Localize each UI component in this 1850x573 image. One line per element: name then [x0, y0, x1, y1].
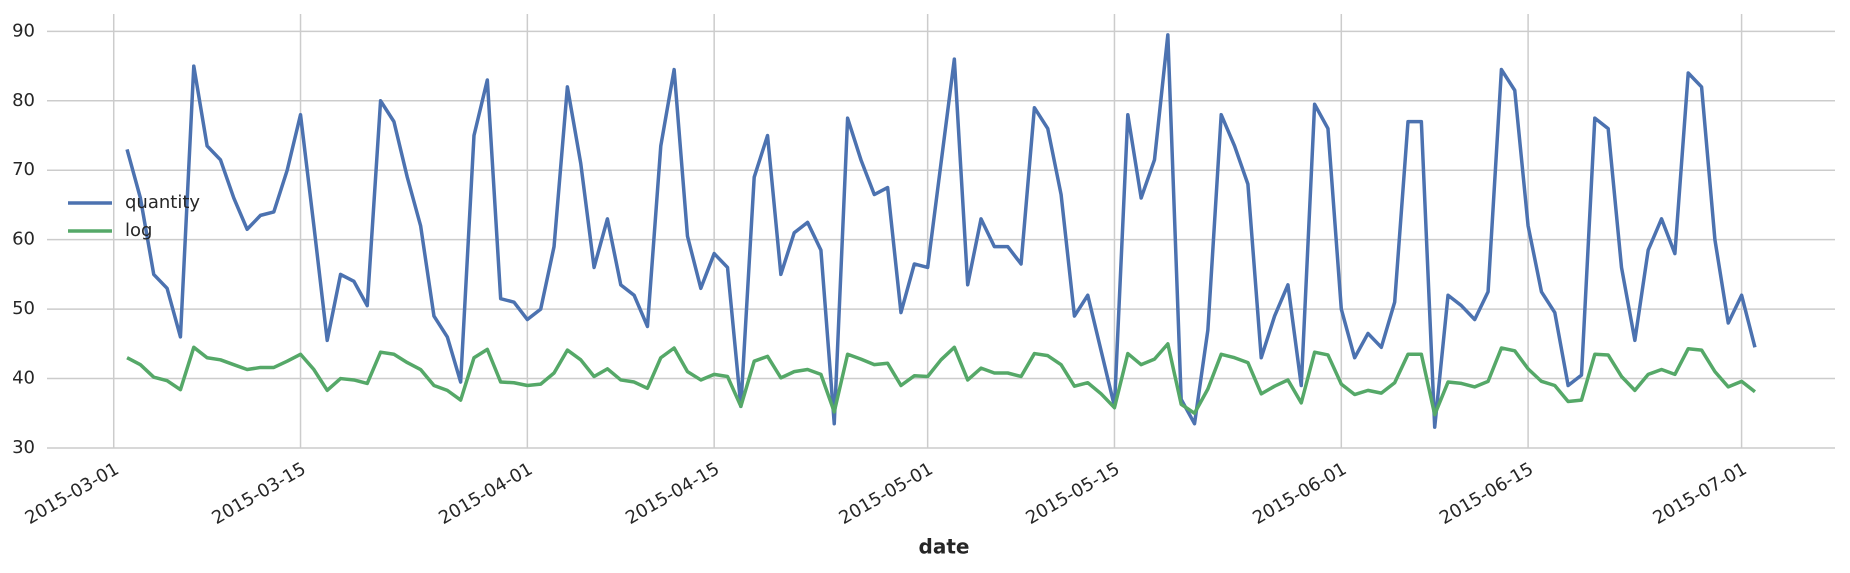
y-tick-label: 90: [12, 20, 35, 41]
x-tick-label: 2015-04-01: [435, 458, 536, 528]
x-tick-label: 2015-05-01: [836, 458, 937, 528]
x-tick-label: 2015-05-15: [1022, 458, 1123, 528]
legend-label: log: [125, 220, 152, 241]
x-tick-label: 2015-07-01: [1650, 458, 1751, 528]
series-line: [125, 33, 1757, 429]
y-tick-label: 40: [12, 368, 35, 389]
series-line: [126, 342, 1757, 417]
y-tick-label: 30: [12, 437, 35, 458]
y-tick-label: 70: [12, 159, 35, 180]
y-tick-label: 80: [12, 90, 35, 111]
x-tick-label: 2015-03-01: [22, 458, 123, 528]
x-tick-label: 2015-06-15: [1436, 458, 1537, 528]
legend-label: quantity: [125, 192, 200, 213]
x-tick-label: 2015-04-15: [622, 458, 723, 528]
x-tick-label: 2015-03-15: [208, 458, 309, 528]
x-tick-label: 2015-06-01: [1249, 458, 1350, 528]
y-tick-label: 50: [12, 298, 35, 319]
y-tick-label: 60: [12, 229, 35, 250]
x-axis-label: date: [919, 535, 970, 559]
